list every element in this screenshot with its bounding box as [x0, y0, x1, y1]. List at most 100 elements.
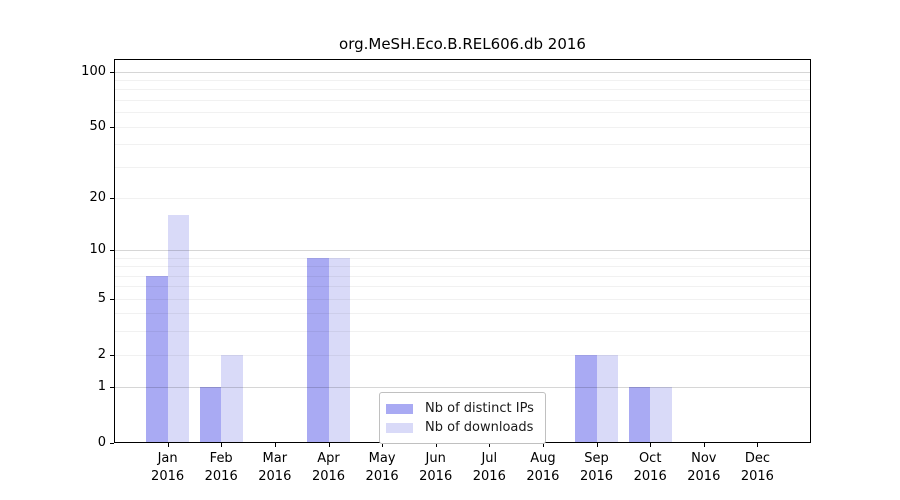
x-tick-month: Aug — [530, 451, 556, 466]
bar-downloads — [650, 387, 672, 443]
gridline-major — [114, 250, 811, 251]
legend-row-downloads: Nb of downloads — [386, 418, 536, 437]
y-tick-label: 1 — [97, 379, 106, 395]
y-tick-label: 5 — [97, 290, 106, 306]
x-tick-year: 2016 — [633, 469, 667, 484]
x-tick-label: Apr 2016 — [297, 450, 361, 486]
x-tick-mark — [650, 443, 652, 447]
x-tick-year: 2016 — [526, 469, 560, 484]
x-tick-mark — [328, 443, 330, 447]
y-tick-label: 20 — [89, 189, 106, 205]
x-tick-label: Jun 2016 — [404, 450, 468, 486]
x-tick-label: Nov 2016 — [672, 450, 736, 486]
legend-label-distinct-ips: Nb of distinct IPs — [425, 401, 534, 416]
y-tick-label: 50 — [89, 118, 106, 134]
x-tick-mark — [596, 443, 598, 447]
gridline-minor — [114, 286, 811, 288]
x-tick-month: Apr — [317, 451, 340, 466]
x-tick-month: Jan — [157, 451, 178, 466]
x-tick-label: Mar 2016 — [243, 450, 307, 486]
x-tick-label: May 2016 — [350, 450, 414, 486]
bars-layer — [114, 59, 811, 443]
y-tick-mark — [110, 387, 114, 389]
x-tick-year: 2016 — [419, 469, 453, 484]
gridline-major — [114, 71, 811, 73]
y-tick-mark — [110, 443, 114, 444]
x-tick-label: Aug 2016 — [511, 450, 575, 486]
x-tick-year: 2016 — [204, 469, 238, 484]
x-tick-year: 2016 — [311, 469, 346, 484]
x-tick-year: 2016 — [740, 469, 774, 484]
x-tick-mark — [703, 443, 705, 447]
legend-label-downloads: Nb of downloads — [425, 420, 534, 435]
x-tick-year: 2016 — [365, 469, 399, 484]
gridline-minor — [114, 144, 811, 146]
x-tick-month: Jul — [481, 451, 498, 466]
gridline-minor — [114, 79, 811, 81]
bar-distinct-ips — [628, 387, 651, 443]
plot-area — [114, 59, 811, 443]
x-tick-mark — [274, 443, 276, 447]
x-tick-mark — [435, 443, 437, 447]
x-tick-month: Jun — [425, 451, 446, 466]
x-tick-mark — [489, 443, 491, 447]
x-tick-mark — [221, 443, 223, 447]
y-tick-mark — [110, 354, 114, 356]
bar-distinct-ips — [199, 387, 222, 443]
bar-distinct-ips — [146, 275, 168, 443]
gridline-minor — [114, 275, 811, 277]
x-tick-month: Mar — [262, 451, 288, 466]
gridline-minor — [114, 257, 811, 259]
y-tick-label: 2 — [97, 346, 106, 362]
x-tick-year: 2016 — [151, 469, 185, 484]
y-tick-label: 10 — [89, 242, 106, 257]
bar-downloads — [596, 354, 618, 443]
x-tick-label: Jan 2016 — [136, 450, 200, 486]
gridline-minor — [114, 166, 811, 168]
legend-swatch-distinct-ips — [386, 403, 413, 414]
bar-downloads — [167, 214, 190, 443]
x-tick-month: Nov — [691, 451, 717, 466]
bar-downloads — [328, 257, 350, 443]
gridline-minor — [114, 197, 811, 199]
y-tick-mark — [110, 71, 114, 73]
x-tick-mark — [167, 443, 169, 447]
x-tick-year: 2016 — [579, 469, 614, 484]
gridline-minor — [114, 112, 811, 114]
gridline-minor — [114, 126, 811, 128]
x-tick-label: Sep 2016 — [565, 450, 629, 486]
legend-row-distinct-ips: Nb of distinct IPs — [386, 399, 536, 418]
gridline-minor — [114, 331, 811, 333]
x-tick-label: Oct 2016 — [618, 450, 682, 486]
gridline-minor — [114, 266, 811, 268]
gridline-minor — [114, 354, 811, 356]
gridline-minor — [114, 89, 811, 91]
x-tick-month: Sep — [584, 451, 609, 466]
gridline-minor — [114, 298, 811, 300]
x-tick-year: 2016 — [687, 469, 721, 484]
x-tick-month: May — [368, 451, 396, 466]
bar-downloads — [221, 354, 243, 443]
gridline-minor — [114, 313, 811, 315]
y-tick-mark — [110, 250, 114, 251]
x-tick-label: Dec 2016 — [725, 450, 789, 486]
x-tick-month: Feb — [209, 451, 233, 466]
y-tick-mark — [110, 298, 114, 300]
x-tick-year: 2016 — [472, 469, 506, 484]
x-tick-month: Dec — [744, 451, 770, 466]
gridline-major — [114, 387, 811, 389]
x-tick-label: Feb 2016 — [189, 450, 253, 486]
y-tick-label: 100 — [81, 63, 106, 79]
y-tick-mark — [110, 126, 114, 128]
chart-title: org.MeSH.Eco.B.REL606.db 2016 — [339, 35, 586, 53]
y-tick-mark — [110, 197, 114, 199]
x-tick-mark — [757, 443, 759, 447]
bar-distinct-ips — [575, 354, 597, 443]
x-tick-label: Jul 2016 — [457, 450, 521, 486]
y-tick-label: 0 — [97, 435, 106, 450]
x-tick-year: 2016 — [258, 469, 292, 484]
bar-distinct-ips — [307, 257, 329, 443]
x-tick-mark — [542, 443, 544, 447]
grid-layer — [114, 59, 811, 443]
